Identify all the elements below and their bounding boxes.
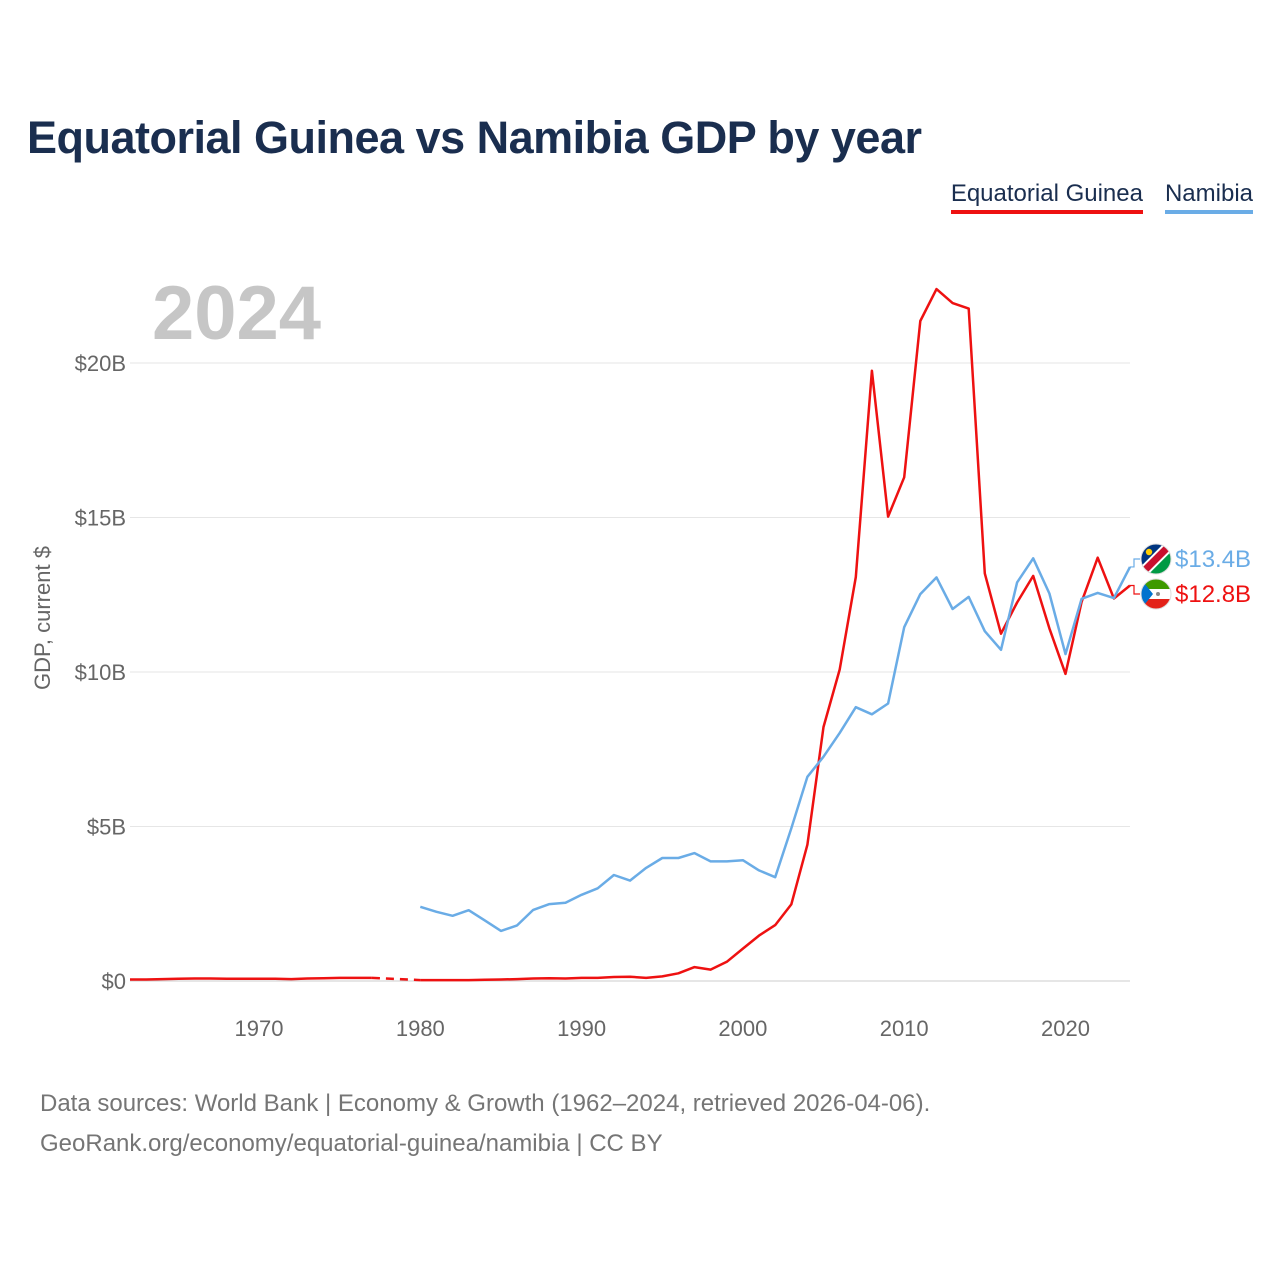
end-label-namibia: $13.4B [1175,546,1251,573]
end-label-equatorial-guinea: $12.8B [1175,581,1251,608]
y-axis-ticks: $0 $5B $10B $15B $20B [75,351,126,994]
x-tick-label: 2000 [718,1016,767,1041]
x-tick-label: 2020 [1041,1016,1090,1041]
current-year-overlay: 2024 [152,271,321,356]
y-tick-label: $15B [75,506,126,531]
series-end-markers: $12.8B $13.4B [1130,543,1251,610]
y-tick-label: $5B [87,815,126,840]
footer: Data sources: World Bank | Economy & Gro… [40,1084,930,1164]
y-tick-label: $10B [75,660,126,685]
x-tick-label: 1970 [235,1016,284,1041]
x-axis-ticks: 1970 1980 1990 2000 2010 2020 [235,1016,1090,1041]
footer-sources: Data sources: World Bank | Economy & Gro… [40,1090,931,1117]
series-line-namibia [419,557,1132,933]
y-axis-label: GDP, current $ [30,546,55,690]
series-line-equatorial-guinea [130,976,372,981]
y-tick-label: $0 [102,969,126,994]
x-tick-label: 1980 [396,1016,445,1041]
legend-item-equatorial-guinea[interactable]: Equatorial Guinea [950,180,1143,214]
end-connector-namibia [1130,558,1140,568]
footer-link[interactable]: GeoRank.org/economy/equatorial-guinea/na… [40,1130,663,1157]
x-tick-label: 2010 [880,1016,929,1041]
end-connector-equatorial-guinea [1130,584,1140,595]
y-tick-label: $20B [75,351,126,376]
equatorial-guinea-flag-icon [1140,578,1172,610]
legend-item-namibia[interactable]: Namibia [1164,180,1253,214]
series-line-equatorial-guinea [420,287,1131,982]
series-gap-equatorial-guinea [371,976,421,982]
x-tick-label: 1990 [557,1016,606,1041]
namibia-flag-icon [1140,543,1172,575]
grid-lines [130,362,1130,982]
legend: Equatorial Guinea Namibia [950,180,1253,214]
series-lines [130,287,1132,982]
chart-title: Equatorial Guinea vs Namibia GDP by year [27,112,922,163]
